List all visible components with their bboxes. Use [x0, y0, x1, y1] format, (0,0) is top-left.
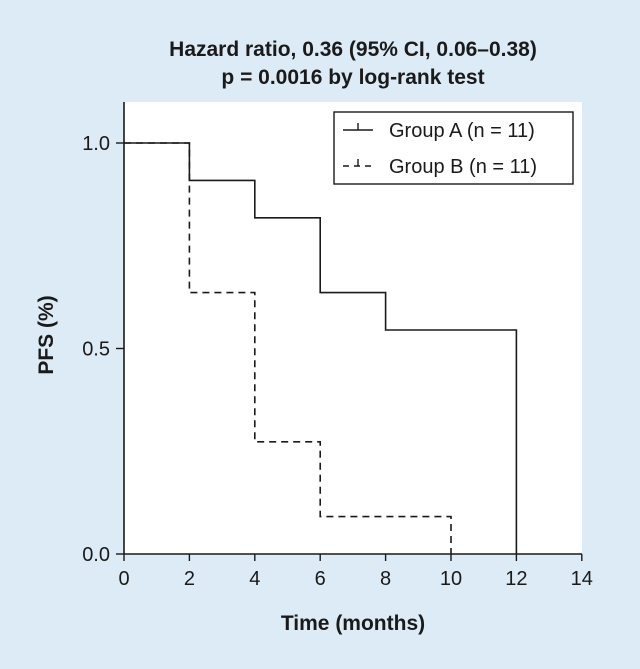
- legend-label: Group B (n = 11): [389, 156, 537, 178]
- x-tick-label: 6: [315, 568, 326, 590]
- y-tick-label: 1.0: [82, 133, 110, 155]
- x-tick-label: 10: [440, 568, 462, 590]
- x-tick-label: 0: [118, 568, 129, 590]
- x-tick-label: 4: [249, 568, 260, 590]
- legend-label: Group A (n = 11): [389, 120, 535, 142]
- y-axis-title: PFS (%): [35, 295, 58, 374]
- y-tick-label: 0.0: [82, 544, 110, 566]
- x-tick-label: 2: [184, 568, 195, 590]
- legend-items: Group A (n = 11) Group B (n = 11): [343, 120, 537, 178]
- series-lines: [124, 142, 518, 554]
- chart-subtitle: p = 0.0016 by log-rank test: [221, 66, 484, 89]
- x-tick-label: 8: [380, 568, 391, 590]
- x-tick-label: 12: [505, 568, 527, 590]
- legend-box: [333, 111, 574, 185]
- legend: Group A (n = 11) Group B (n = 11): [333, 111, 574, 185]
- x-tick-label: 14: [571, 568, 593, 590]
- axis-ticks: 0 2 4 6 8 10 12 14 0.0 0.5 1.0: [82, 133, 593, 590]
- y-tick-label: 0.5: [82, 339, 110, 361]
- x-axis-title: Time (months): [281, 612, 425, 635]
- chart-title: Hazard ratio, 0.36 (95% CI, 0.06–0.38): [169, 38, 537, 61]
